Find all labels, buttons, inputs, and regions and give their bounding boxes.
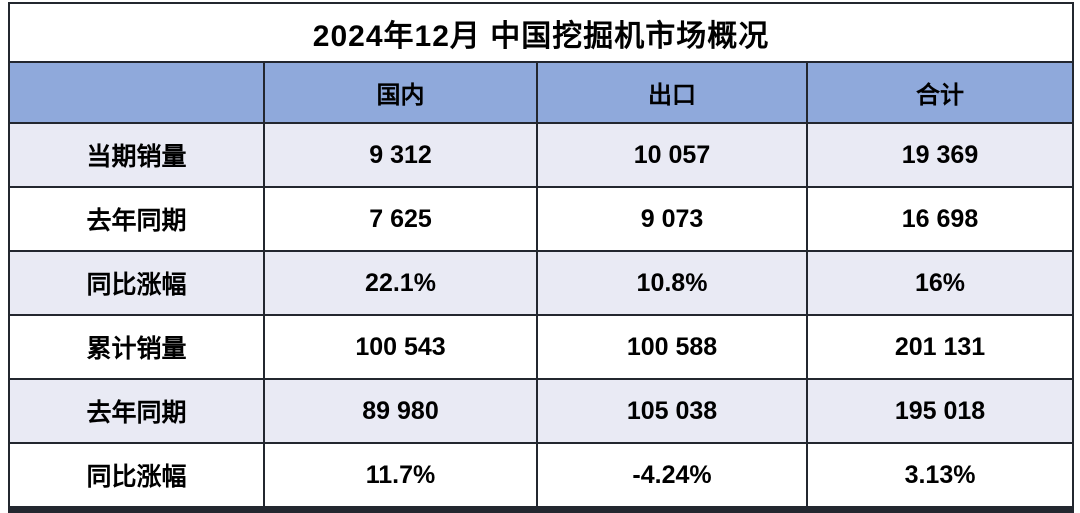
cell-total: 19 369 — [805, 122, 1075, 188]
cell-domestic: 89 980 — [263, 378, 538, 444]
table-row-cumulative-sales: 累计销量 100 543 100 588 201 131 — [8, 314, 1075, 380]
table-title-row: 2024年12月 中国挖掘机市场概况 — [7, 2, 1075, 63]
cell-export: 105 038 — [536, 378, 808, 444]
table-header-row: 国内 出口 合计 — [8, 61, 1075, 124]
cell-total: 201 131 — [805, 314, 1075, 380]
column-header-total: 合计 — [805, 61, 1075, 124]
column-header-domestic: 国内 — [263, 61, 538, 124]
row-label: 去年同期 — [8, 186, 265, 252]
row-label: 累计销量 — [8, 314, 265, 380]
cell-domestic: 9 312 — [263, 122, 538, 188]
cell-total: 16% — [805, 250, 1075, 316]
table-row-yoy-change: 同比涨幅 22.1% 10.8% 16% — [8, 250, 1075, 316]
row-label: 去年同期 — [8, 378, 265, 444]
cell-total: 195 018 — [805, 378, 1075, 444]
cell-domestic: 11.7% — [263, 442, 538, 511]
row-label: 同比涨幅 — [8, 442, 265, 511]
cell-total: 16 698 — [805, 186, 1075, 252]
column-header-blank — [8, 61, 265, 124]
cell-total: 3.13% — [805, 442, 1075, 511]
excavator-market-table: 2024年12月 中国挖掘机市场概况 国内 出口 合计 当期销量 9 312 1… — [7, 2, 1075, 513]
cell-domestic: 100 543 — [263, 314, 538, 380]
page-title: 2024年12月 中国挖掘机市场概况 — [7, 2, 1075, 63]
cell-export: 9 073 — [536, 186, 808, 252]
cell-domestic: 22.1% — [263, 250, 538, 316]
cell-export: 10 057 — [536, 122, 808, 188]
table-row-cumulative-yoy-change: 同比涨幅 11.7% -4.24% 3.13% — [8, 442, 1075, 511]
row-label: 同比涨幅 — [8, 250, 265, 316]
cell-export: -4.24% — [536, 442, 808, 511]
row-label: 当期销量 — [8, 122, 265, 188]
table-row-last-year-cumulative: 去年同期 89 980 105 038 195 018 — [8, 378, 1075, 444]
cell-domestic: 7 625 — [263, 186, 538, 252]
column-header-export: 出口 — [536, 61, 808, 124]
cell-export: 100 588 — [536, 314, 808, 380]
cell-export: 10.8% — [536, 250, 808, 316]
table-row-last-year-same-period: 去年同期 7 625 9 073 16 698 — [8, 186, 1075, 252]
table-row-current-sales: 当期销量 9 312 10 057 19 369 — [8, 122, 1075, 188]
